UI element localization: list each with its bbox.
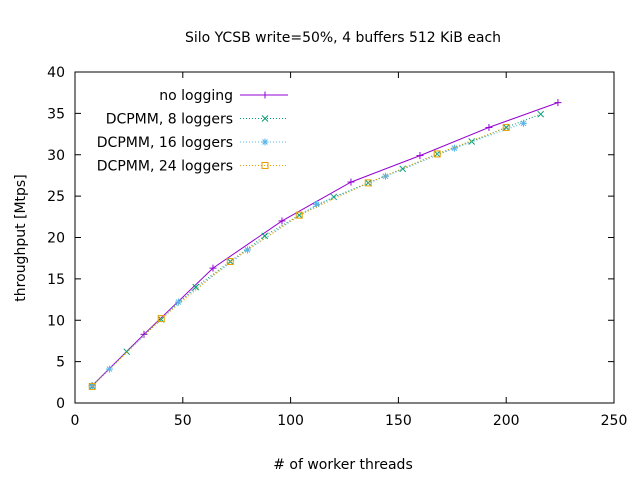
y-tick-label: 0: [56, 396, 65, 412]
x-tick-label: 250: [601, 413, 628, 429]
legend-entry: DCPMM, 24 loggers: [97, 159, 288, 175]
y-tick-label: 35: [47, 106, 65, 122]
data-point: [209, 264, 217, 272]
data-point: [226, 257, 234, 265]
y-tick-label: 5: [56, 355, 65, 371]
x-tick-label: 200: [493, 413, 520, 429]
x-axis-label: # of worker threads: [273, 457, 413, 473]
data-point: [347, 178, 355, 186]
data-point: [502, 123, 510, 131]
x-tick-label: 150: [385, 413, 412, 429]
data-point: [537, 110, 545, 118]
data-point: [278, 217, 286, 225]
axes: 0 50 100 150 200 250 0 5 10 15 20 25 30 35 40: [47, 65, 627, 429]
legend-entry: DCPMM, 8 loggers: [106, 112, 288, 128]
legend-label: DCPMM, 16 loggers: [97, 135, 233, 151]
series-line: [91, 122, 524, 386]
y-tick-label: 20: [47, 231, 65, 247]
y-tick-label: 40: [47, 65, 65, 81]
data-point: [519, 119, 527, 127]
data-point: [140, 330, 148, 338]
data-point: [261, 232, 269, 240]
legend-label: DCPMM, 8 loggers: [106, 112, 233, 128]
data-point: [450, 144, 458, 152]
legend-marker: [261, 115, 269, 122]
series-line: [91, 113, 541, 387]
data-point: [399, 165, 407, 173]
y-axis-label: throughput [Mtps]: [13, 174, 29, 301]
legend-marker: [261, 91, 269, 99]
x-tick-label: 50: [174, 413, 192, 429]
y-tick-label: 15: [47, 272, 65, 288]
data-point: [295, 211, 303, 219]
legend: no logging DCPMM, 8 loggers DCPMM, 16 logg…: [97, 88, 288, 175]
y-tick-label: 10: [47, 313, 65, 329]
series-layer: [88, 99, 562, 390]
data-point: [433, 150, 441, 158]
series-2: [88, 110, 545, 390]
legend-marker: [261, 138, 269, 146]
data-point: [416, 152, 424, 160]
legend-label: DCPMM, 24 loggers: [97, 159, 233, 175]
data-point: [157, 315, 165, 323]
x-tick-label: 0: [71, 413, 80, 429]
legend-entry: no logging: [159, 88, 288, 104]
data-point: [485, 123, 493, 131]
data-point: [330, 193, 338, 201]
series-line: [91, 126, 507, 387]
chart-title: Silo YCSB write=50%, 4 buffers 512 KiB e…: [185, 30, 501, 46]
data-point: [554, 99, 562, 107]
y-tick-label: 30: [47, 148, 65, 164]
legend-label: no logging: [159, 88, 233, 104]
legend-entry: DCPMM, 16 loggers: [97, 135, 288, 151]
legend-marker: [261, 162, 269, 169]
data-point: [381, 172, 389, 180]
data-point: [364, 179, 372, 187]
data-point: [295, 211, 303, 219]
data-point: [88, 382, 96, 390]
data-point: [502, 124, 510, 131]
data-point: [192, 283, 200, 291]
x-tick-label: 100: [277, 413, 304, 429]
series-4: [88, 123, 510, 390]
data-point: [174, 298, 182, 306]
y-tick-label: 25: [47, 189, 65, 205]
data-point: [312, 200, 320, 208]
